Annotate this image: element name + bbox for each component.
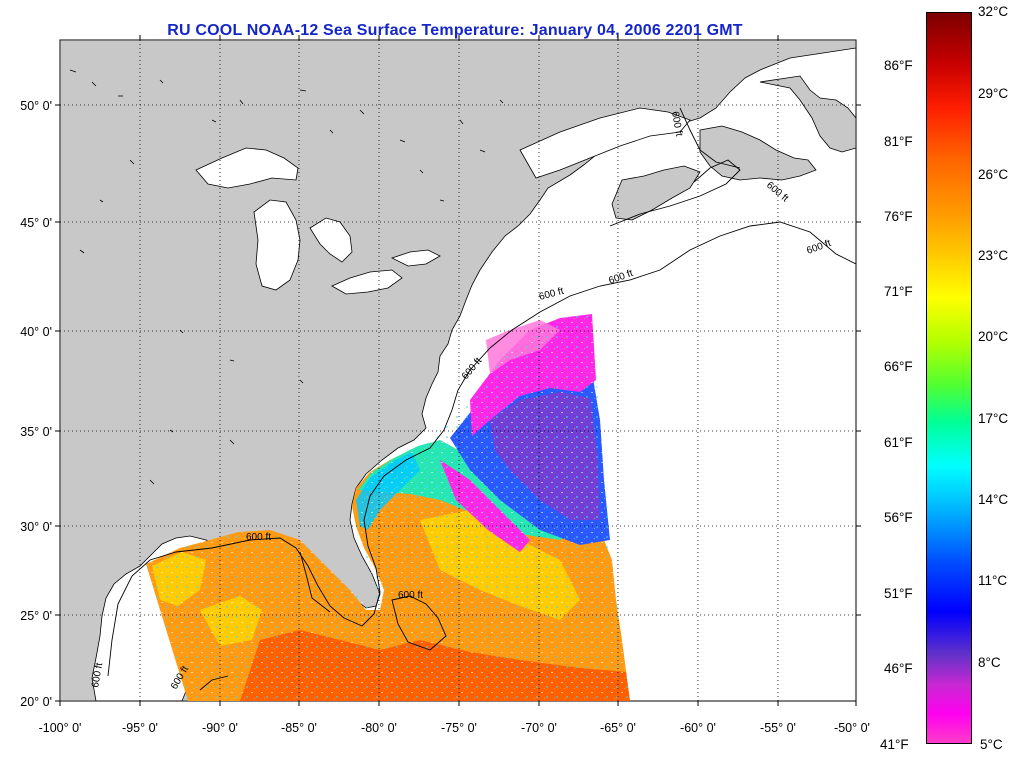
lat-tick-label: 30° 0' xyxy=(20,520,52,534)
celsius-label: 17°C xyxy=(978,411,1009,426)
lat-tick-label: 35° 0' xyxy=(20,425,52,439)
fahrenheit-label: 61°F xyxy=(884,435,913,450)
land-lake-dots xyxy=(69,69,504,485)
tick-marks xyxy=(55,35,861,706)
fahrenheit-label: 71°F xyxy=(884,284,913,299)
celsius-label: 29°C xyxy=(978,86,1009,101)
isobath-label: 600 ft xyxy=(90,662,105,689)
land-nova-scotia xyxy=(611,165,701,221)
chart-title: RU COOL NOAA-12 Sea Surface Temperature:… xyxy=(167,22,743,39)
fahrenheit-label: 41°F xyxy=(880,737,909,752)
celsius-label: 5°C xyxy=(980,737,1003,752)
lon-tick-label: -50° 0' xyxy=(834,721,870,735)
celsius-label: 14°C xyxy=(978,492,1009,507)
lon-tick-label: -90° 0' xyxy=(202,721,238,735)
land-newfoundland xyxy=(759,75,856,153)
lat-tick-label: 50° 0' xyxy=(20,99,52,113)
land-newfoundland-island xyxy=(699,125,817,181)
lon-tick-label: -65° 0' xyxy=(600,721,636,735)
fahrenheit-label: 86°F xyxy=(884,58,913,73)
great-lakes xyxy=(195,147,441,295)
st-lawrence xyxy=(519,107,691,179)
lon-tick-label: -60° 0' xyxy=(680,721,716,735)
lon-tick-label: -80° 0' xyxy=(361,721,397,735)
isobath-label: 600 ft xyxy=(669,111,684,138)
sst-speckle-overlay xyxy=(146,314,630,701)
celsius-label: 26°C xyxy=(978,167,1009,182)
graticule xyxy=(60,40,856,701)
lon-tick-label: -70° 0' xyxy=(521,721,557,735)
lon-tick-label: -75° 0' xyxy=(441,721,477,735)
lon-tick-label: -95° 0' xyxy=(122,721,158,735)
fahrenheit-label: 81°F xyxy=(884,134,913,149)
fahrenheit-label: 46°F xyxy=(884,661,913,676)
lon-tick-label: -55° 0' xyxy=(760,721,796,735)
isobath-label: 600 ft xyxy=(246,532,271,543)
fahrenheit-label: 76°F xyxy=(884,209,913,224)
isobath-600ft xyxy=(107,107,856,691)
celsius-label: 20°C xyxy=(978,329,1009,344)
fahrenheit-label: 56°F xyxy=(884,510,913,525)
isobath-label: 600 ft xyxy=(398,590,423,601)
celsius-label: 8°C xyxy=(978,655,1001,670)
lat-tick-label: 20° 0' xyxy=(20,695,52,709)
fahrenheit-label: 51°F xyxy=(884,586,913,601)
lat-tick-label: 25° 0' xyxy=(20,609,52,623)
celsius-label: 11°C xyxy=(978,573,1008,588)
fahrenheit-label: 66°F xyxy=(884,359,913,374)
temperature-colorbar xyxy=(926,12,972,744)
lon-tick-label: -100° 0' xyxy=(39,721,82,735)
lat-tick-label: 45° 0' xyxy=(20,216,52,230)
lat-tick-label: 40° 0' xyxy=(20,325,52,339)
celsius-label: 32°C xyxy=(978,4,1009,19)
celsius-label: 23°C xyxy=(978,248,1009,263)
lon-tick-label: -85° 0' xyxy=(281,721,317,735)
